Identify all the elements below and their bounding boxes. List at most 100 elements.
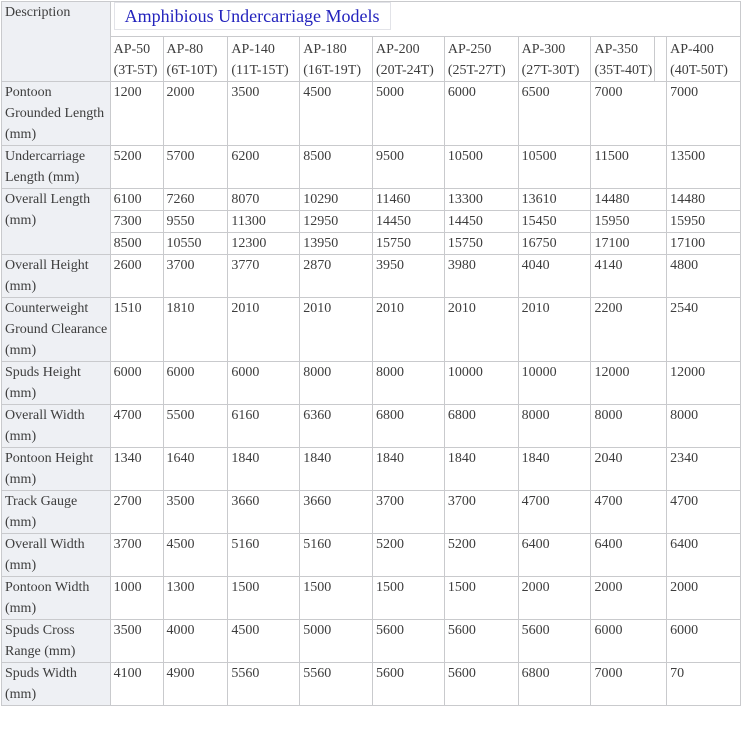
spec-subrow: 7300 9550 11300 12950 14450 14450 15450 15950 15… [2,210,741,233]
value-cell: 17100 [590,232,668,255]
row-label: Spuds Width (mm) [1,662,111,706]
value-cell: 3500 [162,490,229,534]
value-cell: 3660 [299,490,374,534]
model-tonnage-range: (20T-24T) [376,63,434,78]
row-label: Pontoon Grounded Length (mm) [1,81,111,146]
table-title: Amphibious Undercarriage Models [113,2,391,30]
model-name: AP-180 [303,42,347,57]
value-cell: 1500 [372,576,445,620]
spec-row: Pontoon Height (mm) 1340 1640 1840 1840 1840 1… [1,447,741,491]
model-header-ap-200: AP-200 (20T-24T) [372,36,445,82]
value-cell: 4500 [227,619,301,663]
value-cell: 12950 [299,210,374,233]
spec-row: Undercarriage Length (mm) 5200 5700 6200 850… [1,145,741,189]
value-cell: 4700 [109,404,164,448]
model-tonnage-range: (3T-5T) [113,63,158,78]
value-cell: 9550 [162,210,229,233]
value-cell: 2200 [590,297,668,362]
value-cell: 11460 [372,188,445,211]
value-cell: 6800 [517,662,592,706]
model-header-ap-140: AP-140 (11T-15T) [227,36,301,82]
value-cell: 5600 [443,662,519,706]
spec-row: Pontoon Width (mm) 1000 1300 1500 1500 1500 15… [1,576,741,620]
value-cell: 15450 [517,210,592,233]
value-cell: 2870 [299,254,374,298]
value-cell: 4700 [517,490,592,534]
value-cell: 14450 [443,210,519,233]
value-cell: 5560 [299,662,374,706]
spec-row: Spuds Height (mm) 6000 6000 6000 8000 8000 100… [1,361,741,405]
row-label: Track Gauge (mm) [1,490,111,534]
value-cell: 17100 [666,232,741,255]
value-cell: 2000 [517,576,592,620]
model-name: AP-400 [670,42,714,57]
model-header-ap-400: AP-400 (40T-50T) [666,36,741,82]
value-cell: 2040 [590,447,668,491]
value-cell: 5560 [227,662,301,706]
value-cell: 15750 [372,232,445,255]
value-cell: 12300 [227,232,301,255]
value-cell: 9500 [372,145,445,189]
value-cell: 1840 [517,447,592,491]
value-cell: 5160 [227,533,301,577]
value-cell: 6000 [666,619,741,663]
value-cell: 2010 [517,297,592,362]
value-cell: 5160 [299,533,374,577]
value-cell: 6100 [109,188,164,211]
value-cell: 13610 [517,188,592,211]
value-cell: 6200 [227,145,301,189]
value-cell: 16750 [517,232,592,255]
value-cell: 6000 [162,361,229,405]
value-cell: 1340 [109,447,164,491]
spec-row: Overall Width (mm) 4700 5500 6160 6360 6800 68… [1,404,741,448]
spec-row: Overall Width (mm) 3700 4500 5160 5160 5200 52… [1,533,741,577]
value-cell: 10550 [162,232,229,255]
value-cell: 5000 [372,81,445,146]
value-cell: 10500 [443,145,519,189]
value-cell: 5500 [162,404,229,448]
spec-row: Track Gauge (mm) 2700 3500 3660 3660 3700 3700… [1,490,741,534]
value-cell: 6800 [443,404,519,448]
value-cell: 1300 [162,576,229,620]
value-cell: 1510 [109,297,164,362]
model-name: AP-140 [231,42,275,57]
value-cell: 4100 [109,662,164,706]
value-cell: 6500 [517,81,592,146]
value-cell: 3980 [443,254,519,298]
value-cell: 1810 [162,297,229,362]
model-name: AP-200 [376,42,420,57]
value-cell: 1840 [443,447,519,491]
value-cell: 5600 [443,619,519,663]
model-header-ap-80: AP-80 (6T-10T) [162,36,229,82]
row-label: Spuds Height (mm) [1,361,111,405]
value-cell: 6400 [517,533,592,577]
model-header-ap-180: AP-180 (16T-19T) [299,36,374,82]
value-cell: 13500 [666,145,741,189]
value-cell: 11300 [227,210,301,233]
value-cell: 13950 [299,232,374,255]
value-cell: 7300 [109,210,164,233]
row-label: Spuds Cross Range (mm) [1,619,111,663]
value-cell: 2010 [372,297,445,362]
model-header-ap-350: AP-350 (35T-40T) [590,36,656,82]
description-header: Description [1,1,111,82]
value-cell: 1500 [443,576,519,620]
value-cell: 1200 [109,81,164,146]
value-cell: 3660 [227,490,301,534]
value-cell: 5600 [372,662,445,706]
value-cell: 4000 [162,619,229,663]
value-cell: 6160 [227,404,301,448]
value-cell: 10000 [443,361,519,405]
value-cell: 11500 [590,145,668,189]
value-cell: 14480 [666,188,741,211]
spec-row: Counterweight Ground Clearance (mm) 1510 1… [1,297,741,362]
value-cell: 8000 [517,404,592,448]
value-cell: 5600 [517,619,592,663]
value-cell: 6360 [299,404,374,448]
value-cell: 3700 [162,254,229,298]
value-cell: 6000 [590,619,668,663]
value-cell: 8000 [590,404,668,448]
spec-row: Pontoon Grounded Length (mm) 1200 2000 3500… [1,81,741,146]
value-cell: 3700 [443,490,519,534]
spec-row: Spuds Width (mm) 4100 4900 5560 5560 5600 5600… [1,662,741,706]
